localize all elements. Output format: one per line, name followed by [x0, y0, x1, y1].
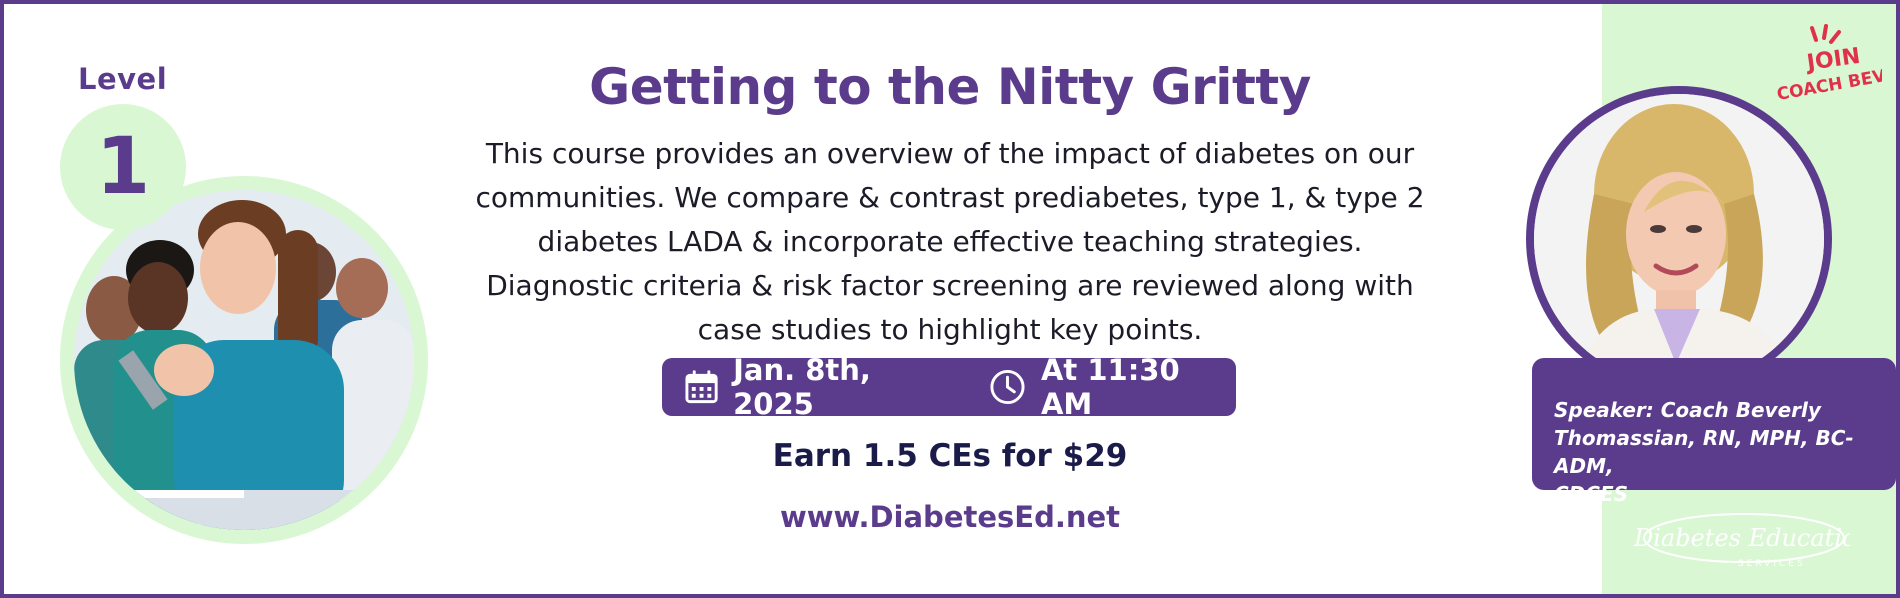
description-line: This course provides an overview of the … [485, 137, 1415, 170]
event-time: At 11:30 AM [1040, 353, 1180, 421]
students-illustration [74, 190, 414, 530]
ce-credit-price: Earn 1.5 CEs for $29 [772, 438, 1128, 474]
speaker-info: Speaker: Coach Beverly Thomassian, RN, M… [1532, 358, 1896, 506]
speaker-line: CDCES [1554, 482, 1629, 506]
course-description: This course provides an overview of the … [440, 132, 1460, 352]
speaker-line: Thomassian, RN, MPH, BC-ADM, [1554, 426, 1854, 478]
clock-icon [990, 369, 1025, 405]
students-photo [74, 190, 414, 530]
logo-wordmark: Diabetes Education [1633, 524, 1850, 552]
event-datetime-badge: Jan. 8th, 2025 At 11:30 AM [662, 353, 1236, 421]
sparkle-icon [1810, 24, 1841, 44]
description-line: communities. We compare & contrast predi… [475, 181, 1425, 214]
diabetes-education-logo: Diabetes Education SERVICES [1633, 513, 1850, 569]
calendar-icon [685, 370, 718, 404]
level-number: 1 [95, 122, 151, 212]
speaker-line: Speaker: Coach Beverly [1554, 398, 1821, 422]
description-line: diabetes LADA & incorporate effective te… [537, 225, 1363, 258]
description-line: case studies to highlight key points. [697, 313, 1203, 346]
join-coach-bev-badge: JOIN COACH BEV [1775, 24, 1882, 105]
level-label: Level [78, 62, 168, 96]
event-date: Jan. 8th, 2025 [733, 353, 871, 421]
speaker-photo [1534, 94, 1824, 384]
course-title: Getting to the Nitty Gritty [589, 58, 1311, 116]
description-line: Diagnostic criteria & risk factor screen… [486, 269, 1414, 302]
logo-subtitle: SERVICES [1738, 559, 1806, 569]
speaker-portrait [1534, 94, 1824, 384]
website-link[interactable]: www.DiabetesEd.net [779, 500, 1121, 534]
level-badge: 1 [60, 104, 186, 230]
